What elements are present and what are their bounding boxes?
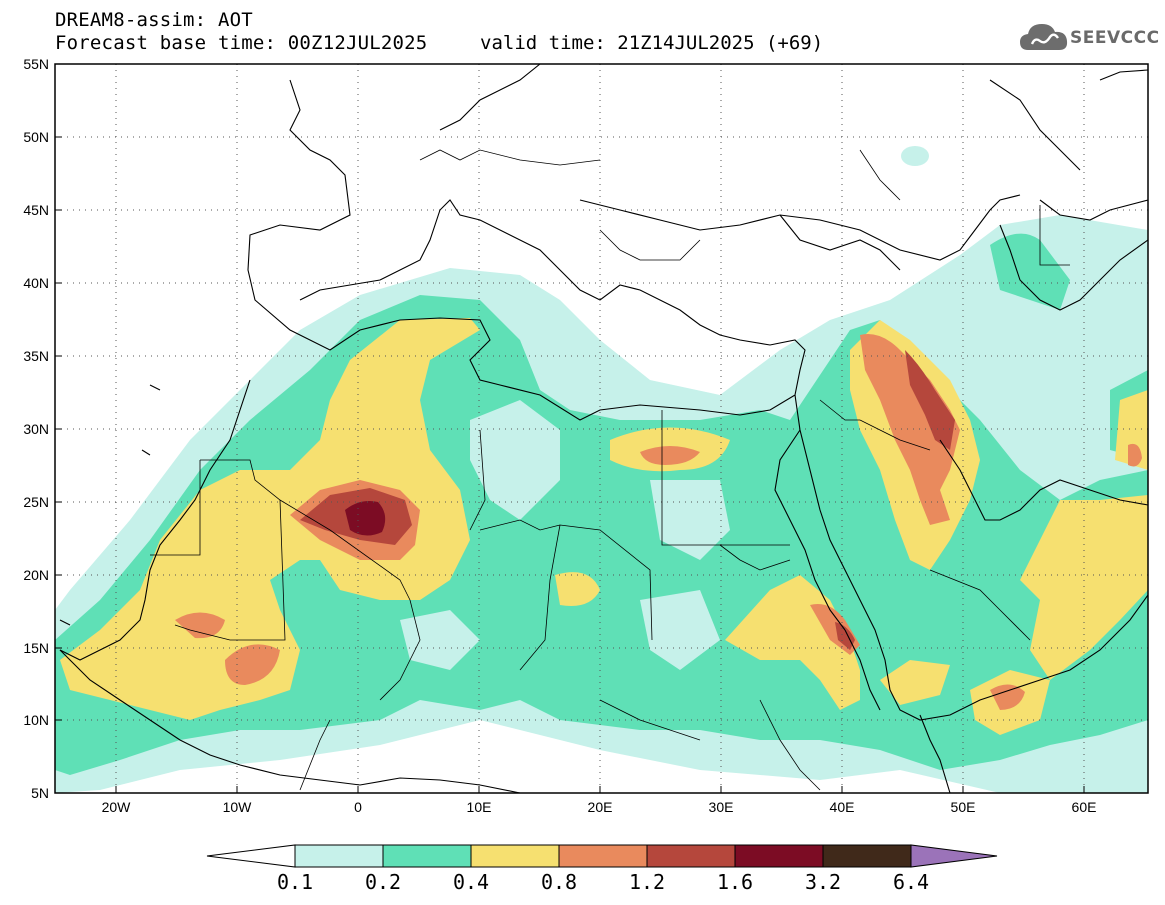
colorbar-swatch — [382, 844, 472, 868]
logo-text: SEEVCCC — [1070, 28, 1160, 48]
lat-label: 30N — [23, 421, 49, 437]
colorbar-label: 3.2 — [804, 870, 842, 894]
colorbar-label: 0.2 — [364, 870, 402, 894]
colorbar-label: 0.1 — [276, 870, 314, 894]
axis-ticks — [55, 136, 1085, 793]
aot-holes — [400, 400, 730, 670]
colorbar-label: 1.6 — [716, 870, 754, 894]
colorbar-high-arrow — [910, 844, 998, 868]
lon-label: 50E — [951, 799, 976, 815]
graticule — [55, 64, 1148, 793]
aot-contour-1-6 — [345, 501, 386, 536]
lat-label: 40N — [23, 275, 49, 291]
lat-label: 55N — [23, 56, 49, 72]
lon-label: 10E — [467, 799, 492, 815]
lon-labels: 20W 10W 0 10E 20E 30E 40E 50E 60E — [102, 799, 1097, 815]
lat-label: 50N — [23, 129, 49, 145]
map-title: DREAM8-assim: AOT — [55, 9, 253, 31]
colorbar-swatch — [470, 844, 560, 868]
lat-label: 10N — [23, 712, 49, 728]
colorbar-swatch — [822, 844, 912, 868]
lon-label: 20W — [102, 799, 132, 815]
lon-label: 0 — [354, 799, 362, 815]
lat-labels: 55N 50N 45N 40N 35N 30N 25N 20N 15N 10N … — [23, 56, 49, 801]
lat-label: 35N — [23, 348, 49, 364]
colorbar-label: 1.2 — [628, 870, 666, 894]
lat-label: 15N — [23, 640, 49, 656]
colorbar-low-arrow — [206, 844, 296, 868]
colorbar-swatch — [294, 844, 384, 868]
coastlines — [59, 64, 1148, 793]
lon-label: 30E — [709, 799, 734, 815]
colorbar-swatch — [646, 844, 736, 868]
lon-label: 40E — [830, 799, 855, 815]
colorbar-label: 0.4 — [452, 870, 490, 894]
lon-label: 60E — [1072, 799, 1097, 815]
country-borders — [150, 149, 1070, 791]
colorbar-swatch — [734, 844, 824, 868]
lat-label: 5N — [31, 785, 49, 801]
colorbar — [206, 844, 998, 868]
lat-label: 45N — [23, 202, 49, 218]
colorbar-swatch — [558, 844, 648, 868]
aot-field — [55, 64, 1148, 793]
lat-label: 20N — [23, 567, 49, 583]
seevccc-logo: SEEVCCC — [1018, 18, 1159, 58]
lon-label: 20E — [588, 799, 613, 815]
colorbar-label: 6.4 — [892, 870, 930, 894]
lon-label: 10W — [223, 799, 253, 815]
colorbar-label: 0.8 — [540, 870, 578, 894]
cloud-icon — [1020, 24, 1068, 50]
lat-label: 25N — [23, 494, 49, 510]
forecast-base-time: Forecast base time: 00Z12JUL2025 — [55, 32, 428, 54]
valid-time: valid time: 21Z14JUL2025 (+69) — [480, 32, 824, 54]
